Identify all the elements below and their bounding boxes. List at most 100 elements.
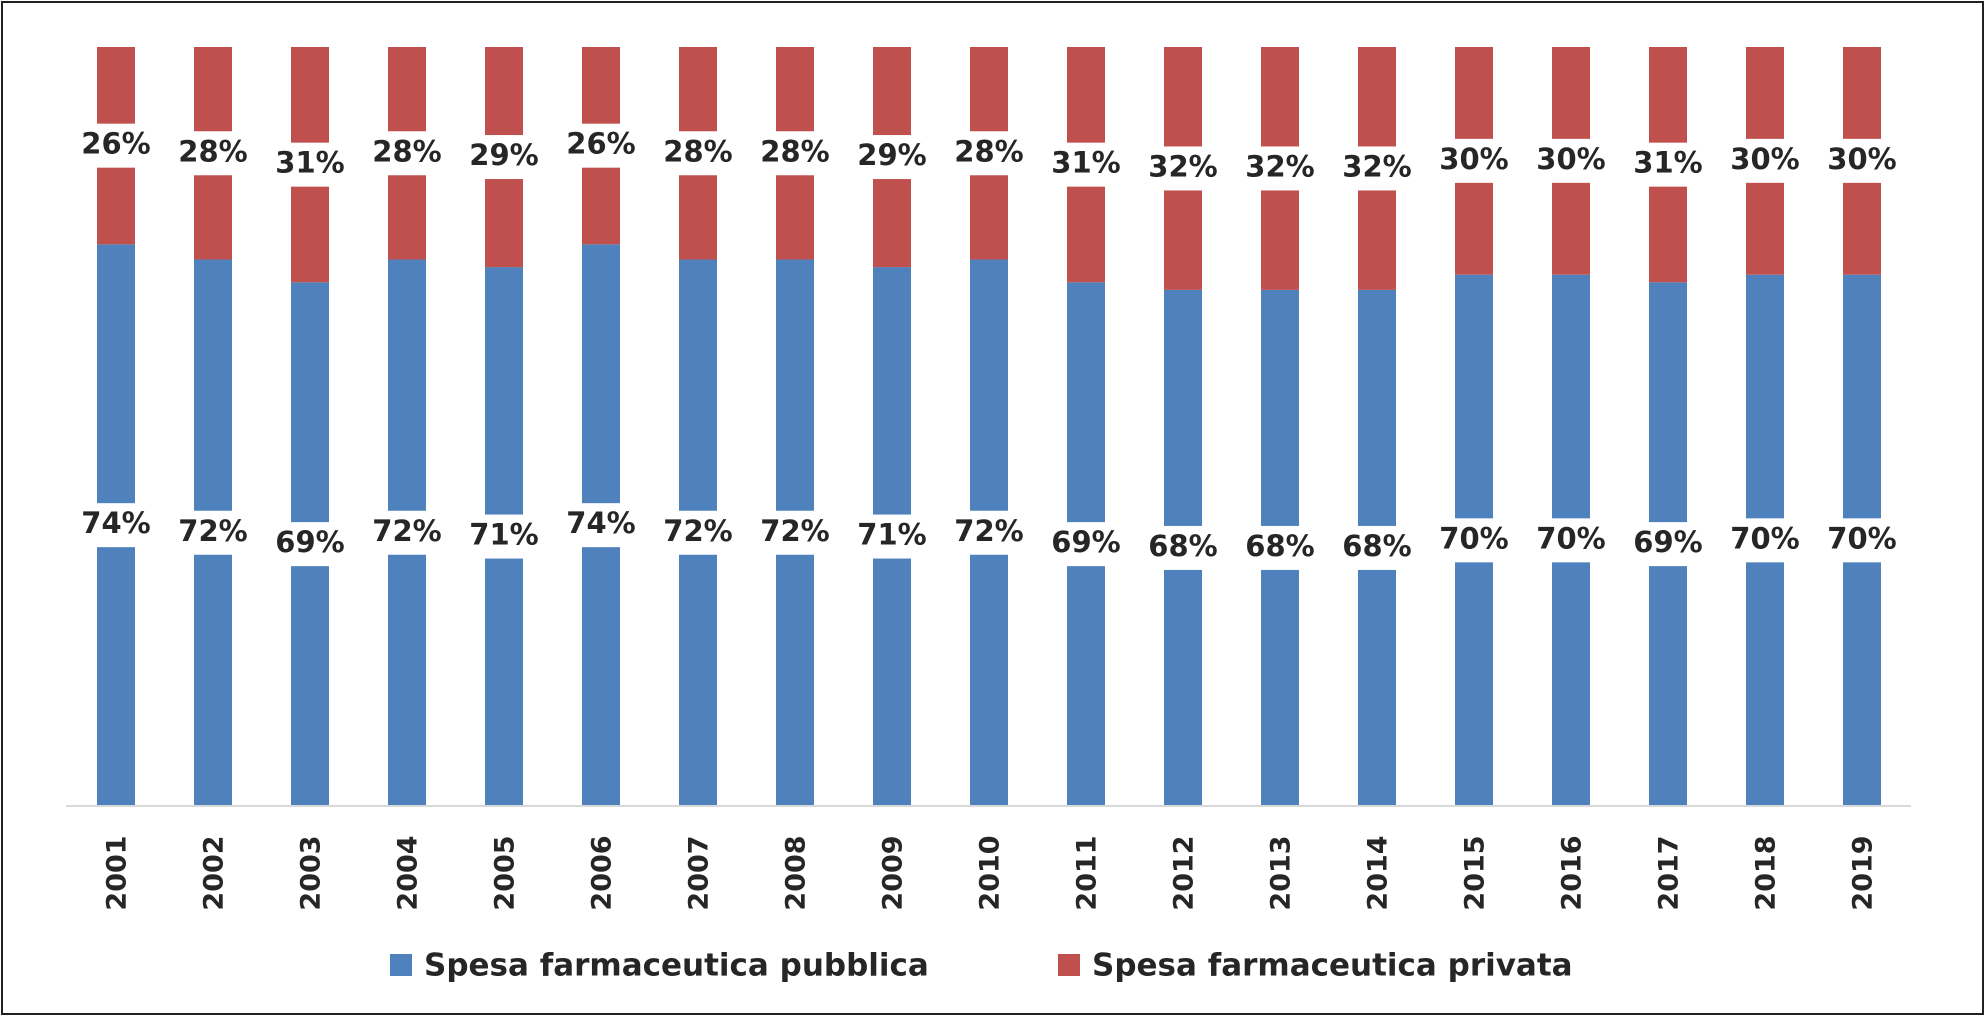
x-tick-label: 2001 [102,835,133,910]
label-background [1052,142,1120,187]
data-label: 28% [760,134,829,168]
x-tick-label: 2014 [1363,835,1394,910]
label-background [1537,518,1605,563]
label-background [1731,518,1799,563]
label-background [955,510,1023,555]
data-label: 69% [1633,525,1702,559]
data-label: 32% [1245,149,1314,183]
data-label: 28% [178,134,247,168]
label-background [179,131,247,176]
label-background [664,131,732,176]
x-tick-label: 2007 [684,835,715,910]
x-tick-label: 2003 [296,835,327,910]
data-label: 28% [372,134,441,168]
data-label: 26% [566,127,635,161]
label-background [276,142,344,187]
data-label: 28% [954,134,1023,168]
data-label: 71% [857,518,926,552]
data-label: 74% [566,506,635,540]
x-tick-label: 2015 [1460,835,1491,910]
label-background [1634,522,1702,567]
label-background [1052,522,1120,567]
data-label: 30% [1439,142,1508,176]
data-label: 71% [469,518,538,552]
label-background [761,510,829,555]
data-label: 31% [1051,146,1120,180]
data-label: 32% [1342,149,1411,183]
x-tick-label: 2018 [1751,835,1782,910]
data-label: 72% [954,514,1023,548]
data-label: 68% [1148,529,1217,563]
data-label: 30% [1536,142,1605,176]
label-background [858,135,926,180]
data-label: 72% [372,514,441,548]
label-background [82,123,150,168]
legend-swatch [390,954,412,976]
legend-label: Spesa farmaceutica privata [1092,948,1573,984]
data-label: 68% [1342,529,1411,563]
label-background [1149,146,1217,191]
data-label: 28% [663,134,732,168]
x-tick-label: 2019 [1848,835,1879,910]
x-tick-label: 2004 [393,835,424,910]
x-tick-label: 2002 [199,835,230,910]
label-background [761,131,829,176]
data-label: 31% [275,146,344,180]
label-background [1440,518,1508,563]
label-background [1440,138,1508,183]
x-tick-label: 2008 [781,835,812,910]
label-background [955,131,1023,176]
label-background [1246,525,1314,570]
data-label: 70% [1827,521,1896,555]
data-label: 72% [760,514,829,548]
data-label: 72% [663,514,732,548]
x-tick-label: 2012 [1169,835,1200,910]
data-label: 29% [469,138,538,172]
data-label: 70% [1536,521,1605,555]
label-background [1828,138,1896,183]
label-background [373,131,441,176]
label-background [1537,138,1605,183]
x-tick-label: 2017 [1654,835,1685,910]
label-background [858,514,926,559]
label-background [567,123,635,168]
data-label: 70% [1730,521,1799,555]
data-label: 69% [275,525,344,559]
label-background [373,510,441,555]
x-tick-label: 2013 [1266,835,1297,910]
legend-swatch [1058,954,1080,976]
data-label: 68% [1245,529,1314,563]
data-label: 32% [1148,149,1217,183]
x-tick-label: 2005 [490,835,521,910]
x-tick-label: 2009 [878,835,909,910]
label-background [1828,518,1896,563]
x-tick-label: 2011 [1072,835,1103,910]
label-background [82,503,150,548]
label-background [1731,138,1799,183]
data-label: 30% [1730,142,1799,176]
data-label: 70% [1439,521,1508,555]
label-background [1343,525,1411,570]
label-background [1149,525,1217,570]
legend-label: Spesa farmaceutica pubblica [424,948,929,984]
data-label: 74% [81,506,150,540]
label-background [1343,146,1411,191]
label-background [179,510,247,555]
label-background [276,522,344,567]
label-background [470,135,538,180]
label-background [664,510,732,555]
data-label: 29% [857,138,926,172]
label-background [1634,142,1702,187]
data-label: 31% [1633,146,1702,180]
label-background [470,514,538,559]
data-label: 72% [178,514,247,548]
x-tick-label: 2006 [587,835,618,910]
x-tick-label: 2010 [975,835,1006,910]
data-label: 30% [1827,142,1896,176]
label-background [1246,146,1314,191]
data-label: 26% [81,127,150,161]
data-label: 69% [1051,525,1120,559]
label-background [567,503,635,548]
x-tick-label: 2016 [1557,835,1588,910]
